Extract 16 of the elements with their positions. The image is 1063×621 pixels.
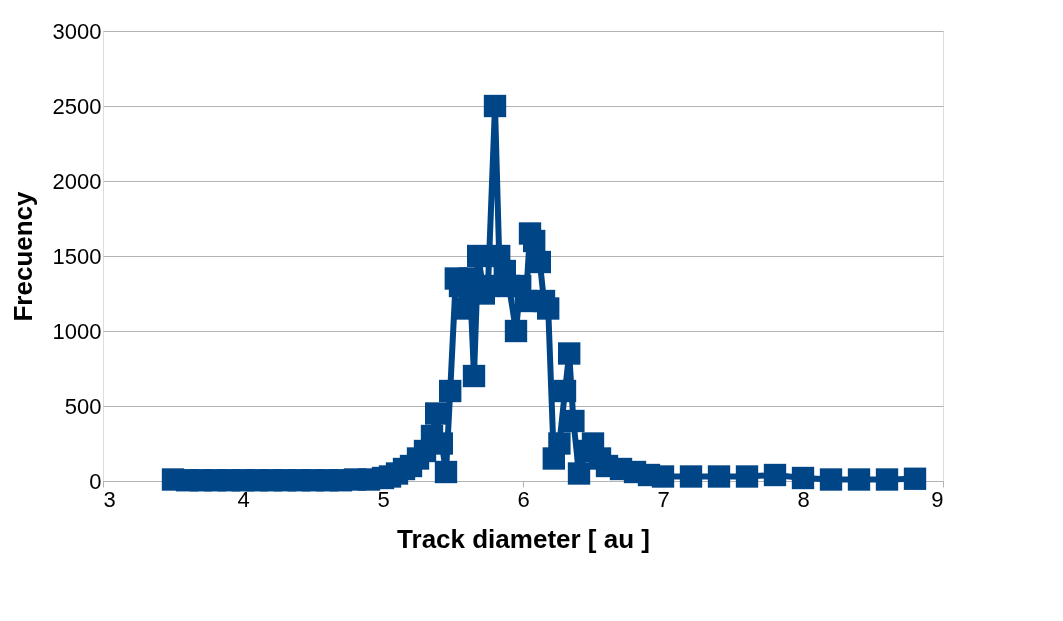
y-tick-label: 1500: [52, 243, 102, 269]
x-axis-title: Track diameter [ au ]: [397, 523, 650, 554]
x-tick-label: 3: [103, 486, 116, 512]
x-tick-label: 9: [931, 486, 944, 512]
y-tick-label: 3000: [52, 18, 102, 44]
x-tick-label: 6: [517, 486, 530, 512]
y-axis-title: Frecuency: [7, 190, 38, 322]
y-tick-label: 2500: [52, 93, 102, 119]
x-tick-label: 5: [377, 486, 390, 512]
y-tick-label: 500: [64, 393, 102, 419]
y-tick-label: 2000: [52, 168, 102, 194]
y-tick-label: 1000: [52, 318, 102, 344]
x-tick-label: 7: [657, 486, 670, 512]
x-tick-label: 8: [797, 486, 810, 512]
x-tick-label: 4: [237, 486, 250, 512]
y-tick-label: 0: [89, 468, 102, 494]
